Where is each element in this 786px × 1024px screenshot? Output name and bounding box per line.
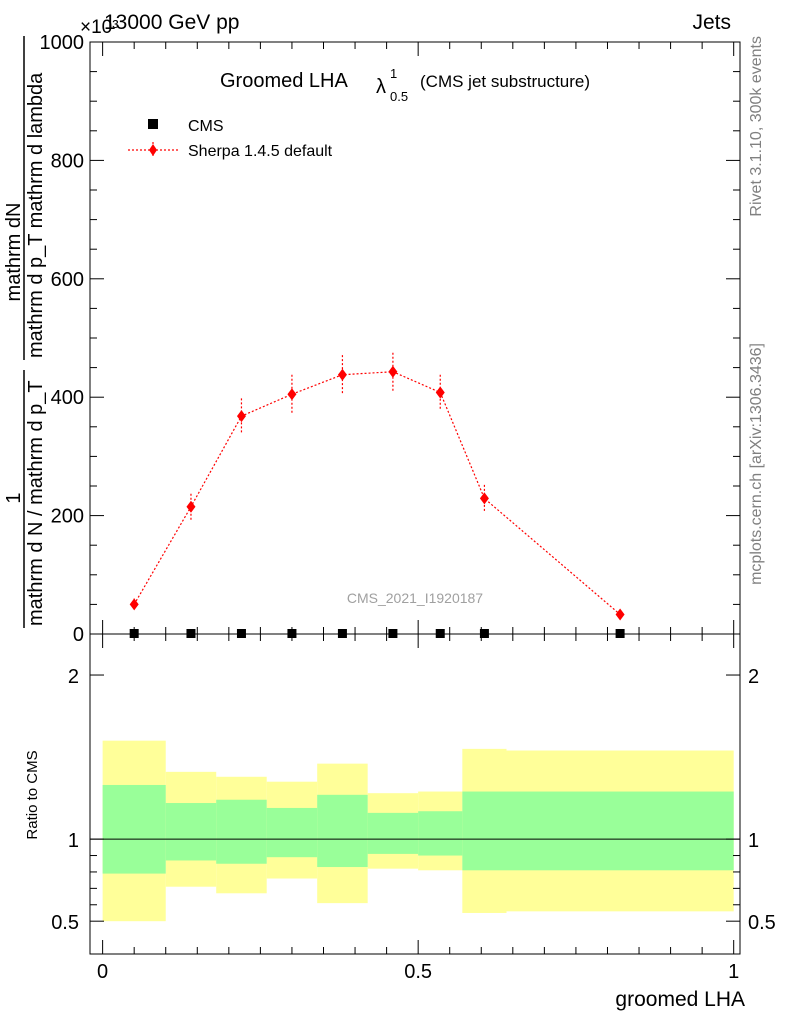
main-ytick-label: 400 bbox=[51, 387, 84, 409]
ratio-xtick-label: 0.5 bbox=[404, 961, 432, 983]
main-axis-ticks: 0 200 400 600 800 1000 bbox=[40, 32, 740, 646]
ratio-band-green bbox=[216, 799, 267, 864]
ratio-band-green bbox=[317, 794, 368, 868]
legend-cms-label: CMS bbox=[188, 118, 224, 135]
ratio-band-green bbox=[266, 807, 318, 858]
legend-cms-marker bbox=[148, 119, 158, 129]
main-ytick-label: 1000 bbox=[40, 32, 85, 54]
sherpa-point bbox=[615, 608, 625, 621]
sherpa-point bbox=[388, 365, 398, 378]
sherpa-point bbox=[287, 388, 297, 401]
legend-sherpa-label: Sherpa 1.4.5 default bbox=[188, 143, 333, 160]
ratio-ytick-label-right: 0.5 bbox=[748, 912, 776, 934]
rivet-label: Rivet 3.1.10, 300k events bbox=[748, 36, 765, 217]
analysis-watermark: CMS_2021_I1920187 bbox=[347, 590, 483, 606]
title-main: Groomed LHA bbox=[220, 70, 348, 92]
title-sub: 0.5 bbox=[390, 89, 408, 104]
ratio-y-axis-label: Ratio to CMS bbox=[24, 750, 41, 839]
ratio-ytick-label: 0.5 bbox=[51, 912, 79, 934]
ratio-axis-ticks: 0.5 0.5 1 1 2 2 0 0.5 1 bbox=[51, 634, 776, 983]
ylabel-prefix-num: 1 bbox=[3, 492, 25, 503]
ratio-bands bbox=[90, 740, 740, 922]
main-ytick-label: 0 bbox=[73, 624, 84, 646]
ratio-ytick-label: 2 bbox=[68, 666, 79, 688]
ratio-band-green bbox=[165, 803, 217, 861]
ratio-ytick-label: 1 bbox=[68, 830, 79, 852]
ylabel-prefix-den: mathrm d N / mathrm d p_T bbox=[25, 380, 47, 626]
ylabel-den: mathrm d p_T mathrm d lambda bbox=[25, 72, 47, 358]
ratio-band-green bbox=[506, 791, 734, 871]
title-lambda: λ bbox=[376, 76, 386, 98]
sherpa-point bbox=[186, 500, 196, 513]
title-sup: 1 bbox=[390, 66, 397, 81]
ratio-ytick-label-right: 2 bbox=[748, 666, 759, 688]
sherpa-point bbox=[479, 492, 489, 505]
sherpa-point bbox=[435, 386, 445, 399]
ratio-band-green bbox=[102, 784, 166, 874]
ratio-band-green bbox=[367, 812, 419, 854]
mcplots-label: mcplots.cern.ch [arXiv:1306.3436] bbox=[748, 343, 765, 585]
sherpa-point bbox=[337, 368, 347, 381]
y-exponent-label: ×10³ bbox=[80, 17, 119, 38]
title-tail: (CMS jet substructure) bbox=[420, 72, 590, 91]
ratio-plot-frame bbox=[89, 633, 741, 955]
energy-label: 13000 GeV pp bbox=[104, 11, 239, 34]
sherpa-point bbox=[129, 598, 139, 611]
ratio-xtick-label: 1 bbox=[728, 961, 739, 983]
main-y-axis-label: 1 mathrm d N / mathrm d p_T mathrm dN ma… bbox=[3, 36, 47, 628]
sherpa-series-line bbox=[133, 371, 621, 615]
ratio-band-green bbox=[418, 811, 463, 856]
ratio-ytick-label-right: 1 bbox=[748, 830, 759, 852]
ratio-band-green bbox=[462, 791, 507, 871]
ylabel-num: mathrm dN bbox=[3, 203, 25, 302]
main-ytick-label: 800 bbox=[51, 150, 84, 172]
ratio-xtick-label: 0 bbox=[97, 961, 108, 983]
process-label: Jets bbox=[692, 11, 731, 34]
main-ytick-label: 600 bbox=[51, 269, 84, 291]
x-axis-label: groomed LHA bbox=[615, 988, 745, 1011]
main-ytick-label: 200 bbox=[51, 506, 84, 528]
sherpa-point bbox=[236, 410, 246, 423]
legend-sherpa-marker bbox=[149, 144, 157, 156]
legend: CMS Sherpa 1.4.5 default bbox=[128, 118, 333, 160]
plot-title: Groomed LHA λ 1 0.5 (CMS jet substructur… bbox=[220, 66, 590, 104]
